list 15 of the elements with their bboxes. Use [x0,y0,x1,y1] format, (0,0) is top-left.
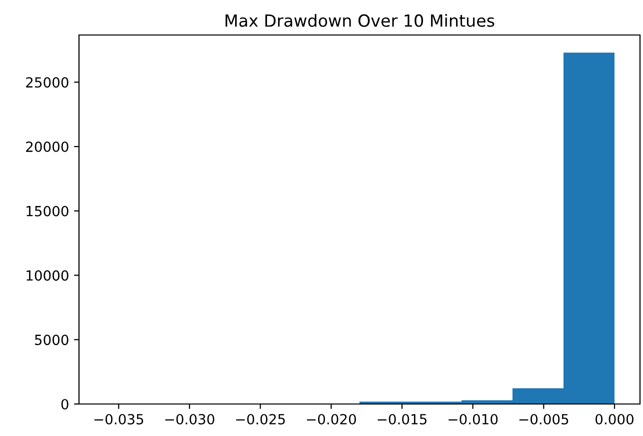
y-tick-label: 10000 [26,270,68,281]
x-tick-label: −0.010 [448,414,498,424]
x-tick-label: −0.030 [165,414,214,424]
x-tick-label: −0.020 [306,414,356,424]
x-tick-label: −0.015 [378,414,426,424]
x-tick-label: 0.000 [596,414,634,424]
y-tick-label: 0 [61,398,68,410]
x-tick-label: −0.025 [236,414,285,424]
y-tick-label: 25000 [26,77,68,88]
y-tick-label: 5000 [35,334,68,346]
x-tick-label: −0.005 [519,414,568,424]
x-tick-label: −0.035 [94,414,144,424]
chart-title: Max Drawdown Over 10 Mintues [226,14,494,27]
y-tick-label: 20000 [26,142,68,152]
y-tick-label: 15000 [26,206,68,216]
